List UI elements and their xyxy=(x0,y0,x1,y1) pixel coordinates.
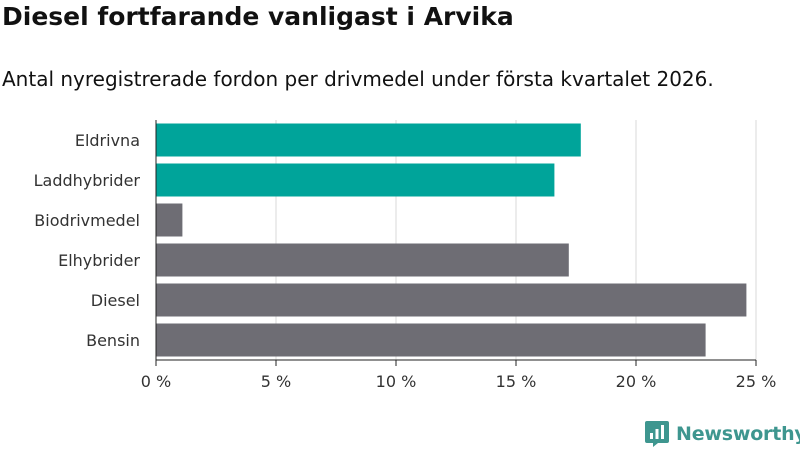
chart-title: Diesel fortfarande vanligast i Arvika xyxy=(2,2,514,31)
x-tick-label: 20 % xyxy=(616,372,657,391)
chart-subtitle: Antal nyregistrerade fordon per drivmede… xyxy=(2,67,714,91)
x-tick-label: 0 % xyxy=(141,372,171,391)
x-tick-label: 5 % xyxy=(261,372,291,391)
newsworthy-logo-icon xyxy=(645,421,669,447)
bar xyxy=(156,283,747,317)
x-tick-label: 15 % xyxy=(496,372,537,391)
x-tick-label: 10 % xyxy=(376,372,417,391)
brand-name: Newsworthy xyxy=(676,423,800,445)
category-label: Bensin xyxy=(86,331,140,350)
category-label: Biodrivmedel xyxy=(34,211,140,230)
bar xyxy=(156,243,569,277)
bar xyxy=(156,163,555,197)
category-label: Elhybrider xyxy=(58,251,140,270)
category-label: Diesel xyxy=(91,291,140,310)
bar xyxy=(156,123,581,157)
bar xyxy=(156,323,706,357)
brand-logo: Newsworthy xyxy=(644,420,800,448)
category-label: Laddhybrider xyxy=(34,171,141,190)
bar xyxy=(156,203,183,237)
x-tick-label: 25 % xyxy=(736,372,777,391)
category-label: Eldrivna xyxy=(75,131,140,150)
